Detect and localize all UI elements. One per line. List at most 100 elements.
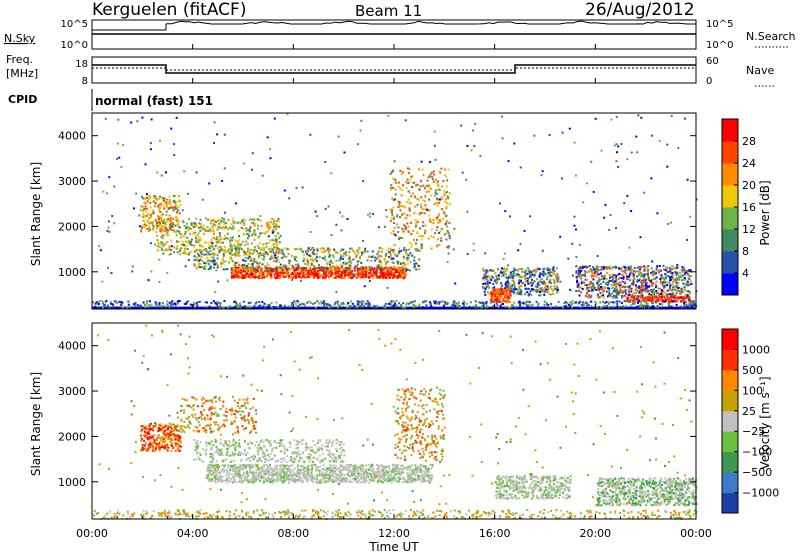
power-echo [601,286,604,289]
power-echo [647,273,650,276]
power-echo [537,294,540,297]
power-echo [660,292,663,295]
power-echo [96,305,99,308]
power-echo [406,222,409,225]
power-echo [398,203,401,206]
power-echo [409,252,412,255]
power-echo [590,300,593,303]
power-echo [323,302,326,305]
power-echo [245,264,248,267]
power-echo [250,257,253,260]
power-echo [327,274,329,277]
power-echo [521,276,524,279]
power-echo [385,272,388,275]
power-echo [145,207,148,210]
power-echo [281,269,284,272]
power-echo [200,224,203,227]
power-echo [407,167,409,170]
power-echo [222,262,225,265]
power-echo [521,268,523,271]
power-echo [446,225,448,228]
power-echo [626,299,629,302]
power-echo [351,269,354,272]
power-echo [216,236,219,239]
power-echo [203,253,206,256]
power-echo [335,264,338,267]
power-echo [195,238,198,241]
power-echo [266,262,269,265]
power-echo [492,294,495,297]
power-echo [234,239,237,242]
power-echo [295,306,298,309]
power-echo [146,193,148,196]
power-echo [141,116,144,119]
power-echo [149,206,152,209]
power-echo [502,303,504,305]
power-echo [342,272,345,274]
power-echo [443,212,446,215]
power-echo [688,269,691,272]
power-echo [671,281,674,284]
power-echo [530,282,533,285]
power-echo [118,156,121,159]
power-echo [181,240,184,243]
power-echo [204,249,207,252]
power-echo [160,214,163,217]
power-echo [506,284,509,287]
power-echo [343,269,346,272]
power-echo [246,269,249,272]
power-echo [502,288,505,291]
power-echo [239,221,241,223]
power-echo [671,273,674,276]
power-echo [233,253,236,256]
power-echo [195,267,198,270]
power-echo [579,266,582,269]
power-echo [517,249,520,252]
power-echo [399,269,402,272]
power-echo [283,268,286,271]
power-echo [157,241,160,244]
power-echo [578,302,580,305]
colorbar-segment [722,163,738,186]
power-echo [356,263,359,266]
power-echo [164,223,167,226]
power-echo [233,305,236,308]
power-echo [149,148,152,151]
power-echo [614,266,617,269]
power-echo [405,181,408,184]
power-echo [405,201,408,204]
power-echo [377,250,380,253]
power-echo [607,287,610,290]
power-echo [185,227,188,230]
power-echo [186,240,189,243]
power-echo [419,227,421,230]
power-echo [212,242,215,245]
power-echo [617,293,620,296]
power-echo [410,233,413,236]
power-echo [239,275,241,278]
power-echo [423,229,426,232]
power-echo [615,227,618,230]
power-echo [162,304,165,307]
power-echo [667,293,670,296]
power-echo [175,200,178,203]
power-echo [474,300,477,303]
power-echo [303,270,306,273]
power-echo [511,303,513,306]
power-echo [640,275,642,278]
power-echo [508,306,510,309]
power-echo [584,270,586,273]
power-echo [302,257,305,259]
power-echo [620,277,623,280]
power-echo [612,273,615,276]
power-echo [210,301,213,304]
power-echo [504,210,507,213]
power-echo [591,287,594,290]
power-echo [612,266,615,269]
power-echo [233,276,236,279]
power-echo [500,271,503,274]
power-echo [257,253,260,256]
power-echo [539,272,542,275]
power-echo [598,306,601,308]
power-echo [156,225,159,227]
